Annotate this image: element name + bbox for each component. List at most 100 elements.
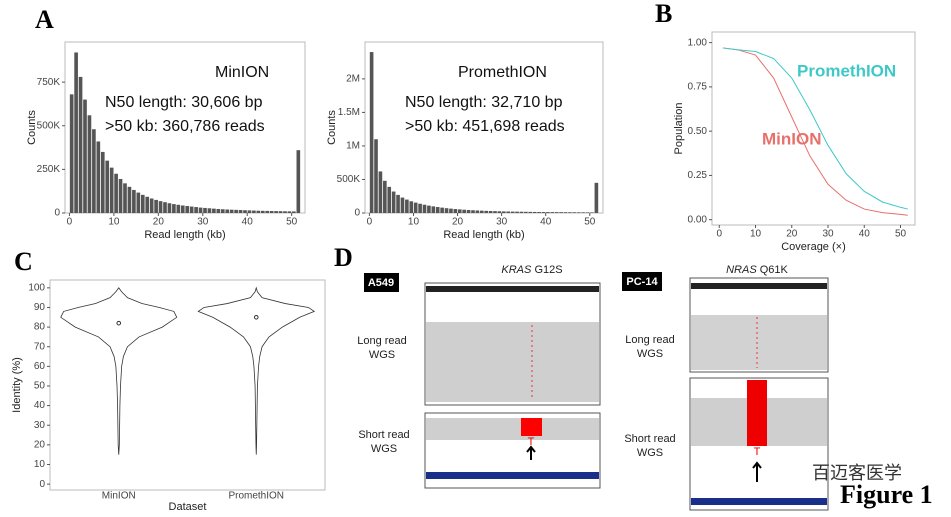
- bar: [528, 211, 533, 213]
- y-tick-label: 1.5M: [338, 107, 360, 118]
- watermark: 百迈客医学: [812, 463, 902, 483]
- bar: [435, 207, 440, 213]
- bar: [590, 212, 594, 213]
- bar: [283, 211, 287, 213]
- gene-track: [691, 498, 827, 505]
- bar: [100, 151, 105, 213]
- x-tick-label: 30: [197, 217, 209, 228]
- bar: [537, 211, 541, 213]
- x-tick-label: 10: [750, 229, 762, 240]
- y-tick-label: 0: [54, 208, 60, 219]
- row-label: Short read: [624, 433, 675, 445]
- x-axis-label: Read length (kb): [443, 229, 524, 241]
- bar: [369, 52, 374, 213]
- mean-point: [253, 314, 259, 320]
- igv-panels: A549 KRAS G12S T PC-14 NRAS Q61K T Long …: [357, 264, 829, 511]
- bar: [585, 212, 590, 213]
- panel-label: B: [655, 0, 672, 28]
- mutation-title: NRAS Q61K: [726, 264, 788, 276]
- bar: [207, 208, 212, 213]
- bar: [396, 194, 400, 213]
- bar: [479, 210, 484, 213]
- y-tick-label: 100: [28, 282, 45, 293]
- y-tick-label: 2M: [346, 74, 360, 85]
- panel-label: C: [14, 247, 33, 276]
- y-tick-label: 20: [34, 440, 46, 451]
- legend-label: MinION: [762, 129, 822, 148]
- x-tick-label: 40: [859, 229, 871, 240]
- reads: [691, 315, 827, 370]
- y-tick-label: 60: [34, 361, 46, 372]
- bar: [247, 210, 252, 213]
- alt-base: T: [754, 446, 761, 458]
- y-axis-label: Counts: [26, 110, 38, 145]
- bar: [74, 52, 78, 213]
- x-tick-label: PromethION: [228, 491, 284, 502]
- x-axis-label: Dataset: [169, 501, 207, 513]
- bar: [400, 197, 405, 213]
- bar: [449, 208, 453, 213]
- x-tick-label: 50: [895, 229, 907, 240]
- bar: [185, 206, 190, 213]
- bar: [405, 199, 409, 213]
- y-tick-label: 750K: [37, 77, 61, 88]
- x-tick-label: 50: [584, 217, 596, 228]
- y-tick-label: 250K: [37, 164, 61, 175]
- plot-area: [64, 41, 306, 214]
- line: [722, 47, 908, 210]
- bar: [229, 209, 234, 213]
- bar: [158, 201, 163, 213]
- bar: [198, 207, 203, 213]
- cell-line: A549: [368, 277, 394, 289]
- bar: [292, 211, 296, 213]
- bar: [140, 194, 145, 213]
- row-label: Short read: [358, 429, 409, 441]
- annotation: >50 kb: 451,698 reads: [405, 118, 565, 135]
- bar: [234, 209, 238, 213]
- annotation: N50 length: 30,606 bp: [105, 94, 263, 111]
- bar: [510, 211, 515, 213]
- arrow: [752, 461, 762, 482]
- y-axis-label: Identity (%): [11, 357, 23, 413]
- x-tick-label: 10: [108, 217, 120, 228]
- y-tick-label: 1.00: [688, 37, 708, 48]
- bar: [550, 212, 555, 213]
- annotation: MinION: [215, 64, 269, 81]
- bar: [78, 76, 83, 214]
- arrow: [526, 445, 536, 460]
- bar: [278, 211, 283, 213]
- bar: [145, 196, 150, 213]
- y-tick-label: 500K: [37, 120, 61, 131]
- bar: [493, 211, 497, 213]
- bar: [568, 212, 572, 213]
- row-label: WGS: [637, 348, 663, 360]
- label-box: [622, 272, 662, 291]
- gene: NRAS: [726, 264, 757, 276]
- bar: [269, 210, 274, 213]
- gene: KRAS: [501, 264, 532, 276]
- bar: [387, 186, 392, 213]
- bar: [515, 211, 519, 213]
- bar: [462, 209, 466, 213]
- mutation-title: KRAS G12S: [501, 264, 562, 276]
- mutation: Q61K: [760, 264, 789, 276]
- x-tick-label: 20: [452, 217, 464, 228]
- bar: [559, 212, 563, 213]
- violin: [60, 287, 178, 455]
- x-tick-label: 20: [786, 229, 798, 240]
- y-tick-label: 1M: [346, 141, 360, 152]
- bar: [243, 210, 247, 213]
- alt-base: T: [528, 436, 535, 448]
- bar: [132, 189, 136, 213]
- y-tick-label: 500K: [337, 174, 361, 185]
- row-label: WGS: [371, 443, 397, 455]
- bar: [274, 211, 278, 213]
- bar: [287, 211, 292, 213]
- bar: [427, 205, 431, 213]
- bar: [444, 208, 449, 213]
- bar: [475, 210, 480, 213]
- x-tick-label: MinION: [102, 491, 136, 502]
- y-tick-label: 0.75: [688, 82, 708, 93]
- bar: [238, 210, 243, 213]
- bar: [136, 192, 141, 213]
